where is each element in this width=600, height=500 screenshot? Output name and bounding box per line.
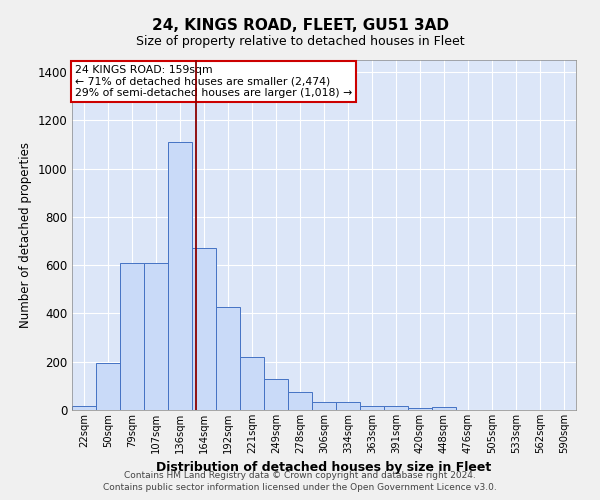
Bar [72,406,96,410]
Bar [144,263,168,410]
Bar [120,263,144,410]
Bar [408,408,432,410]
Bar [312,402,336,410]
Y-axis label: Number of detached properties: Number of detached properties [19,142,32,328]
Bar [192,248,216,410]
Bar [360,406,384,410]
X-axis label: Distribution of detached houses by size in Fleet: Distribution of detached houses by size … [157,462,491,474]
Bar [96,363,120,410]
Bar [240,357,264,410]
Bar [288,392,312,410]
Bar [168,142,192,410]
Text: Size of property relative to detached houses in Fleet: Size of property relative to detached ho… [136,35,464,48]
Text: 24 KINGS ROAD: 159sqm
← 71% of detached houses are smaller (2,474)
29% of semi-d: 24 KINGS ROAD: 159sqm ← 71% of detached … [74,66,352,98]
Text: Contains HM Land Registry data © Crown copyright and database right 2024.
Contai: Contains HM Land Registry data © Crown c… [103,471,497,492]
Bar [432,407,456,410]
Bar [336,402,360,410]
Bar [264,378,288,410]
Text: 24, KINGS ROAD, FLEET, GU51 3AD: 24, KINGS ROAD, FLEET, GU51 3AD [151,18,449,32]
Bar [384,406,408,410]
Bar [216,308,240,410]
